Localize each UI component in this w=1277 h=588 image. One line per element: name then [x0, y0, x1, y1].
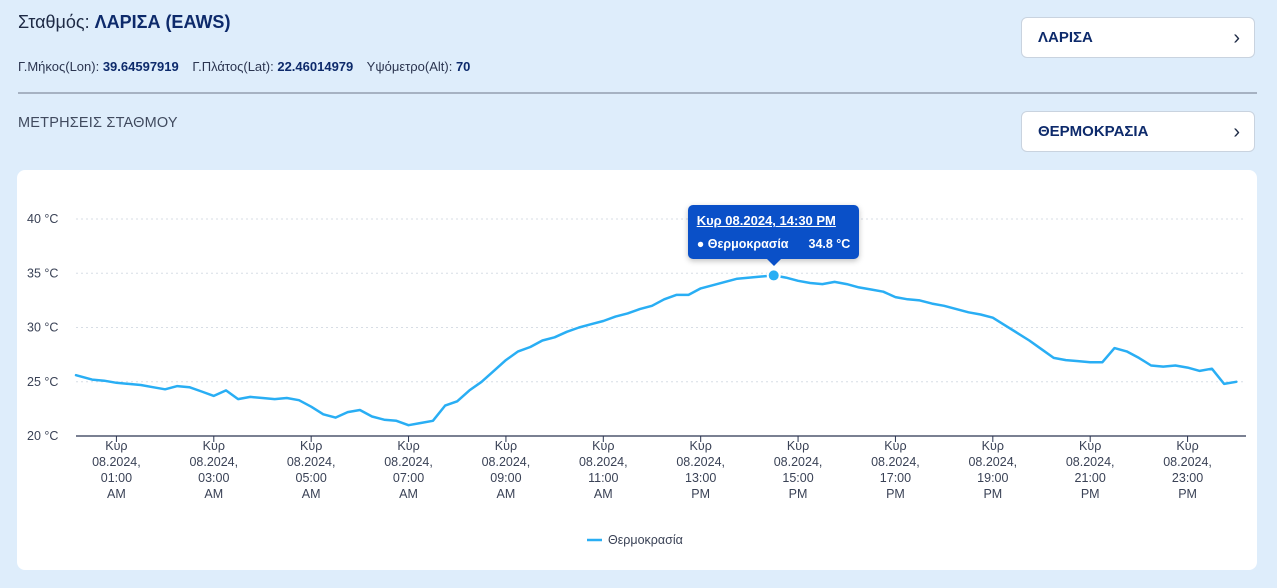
temperature-chart-card: 20 °C 25 °C 30 °C 35 °C 40 °C Κυρ 08.2024, 01:0… [17, 170, 1257, 570]
station-name: ΛΑΡΙΣΑ (EAWS) [94, 12, 231, 32]
x-tick-label-line: 01:00 [101, 471, 132, 485]
x-tick-label-line: 05:00 [296, 471, 327, 485]
station-label: Σταθμός: [18, 12, 90, 32]
x-tick-label-line: Κυρ [1176, 439, 1198, 453]
temperature-series-line [74, 274, 1238, 427]
station-coordinates: Γ.Μήκος(Lon): 39.64597919 Γ.Πλάτος(Lat):… [18, 59, 470, 74]
x-tick-label-line: PM [1178, 487, 1197, 501]
x-tick-label-line: Κυρ [105, 439, 127, 453]
x-tick-label-line: 23:00 [1172, 471, 1203, 485]
x-tick-label-line: 21:00 [1075, 471, 1106, 485]
x-tick-label-line: AM [594, 487, 613, 501]
tooltip-value: 34.8 °C [808, 237, 851, 252]
lat-label: Γ.Πλάτος(Lat): [192, 59, 274, 74]
x-tick-label-line: Κυρ [1079, 439, 1101, 453]
y-tick-label: 30 °C [27, 321, 58, 335]
x-tick-label-line: PM [1081, 487, 1100, 501]
x-tick-label: Κυρ 08.2024, 05:00 AM [287, 439, 336, 501]
x-tick-label-line: AM [107, 487, 126, 501]
chart-tooltip: Κυρ 08.2024, 14:30 PM ● Θερμοκρασία 34.8… [687, 205, 860, 267]
x-tick-label-line: Κυρ [397, 439, 419, 453]
x-tick-label: Κυρ 08.2024, 11:00 AM [579, 439, 628, 501]
x-tick-label: Κυρ 08.2024, 23:00 PM [1163, 439, 1212, 501]
x-tick-label-line: Κυρ [690, 439, 712, 453]
x-tick-label-line: 08.2024, [968, 455, 1017, 469]
x-tick-label-line: 13:00 [685, 471, 716, 485]
station-select-value: ΛΑΡΙΣΑ [1038, 29, 1093, 46]
x-tick-label-line: PM [886, 487, 905, 501]
temperature-chart[interactable]: 20 °C 25 °C 30 °C 35 °C 40 °C Κυρ 08.2024, 01:0… [17, 170, 1257, 570]
highlighted-point [766, 268, 781, 283]
x-tick-label: Κυρ 08.2024, 01:00 AM [92, 439, 141, 501]
x-tick-label-line: 08.2024, [1066, 455, 1115, 469]
x-tick-label-line: 08.2024, [189, 455, 238, 469]
tooltip-series-name: ● Θερμοκρασία [696, 237, 789, 252]
x-tick-label-line: 17:00 [880, 471, 911, 485]
lat-value: 22.46014979 [277, 59, 354, 74]
x-tick-label-line: Κυρ [982, 439, 1004, 453]
x-tick-label-line: Κυρ [300, 439, 322, 453]
x-tick-label: Κυρ 08.2024, 13:00 PM [676, 439, 725, 501]
x-tick-label: Κυρ 08.2024, 17:00 PM [871, 439, 920, 501]
x-tick-label-line: 08.2024, [92, 455, 141, 469]
x-tick-label-line: 11:00 [588, 471, 618, 485]
x-tick-label-line: 07:00 [393, 471, 424, 485]
y-tick-label: 40 °C [27, 212, 58, 226]
x-tick-label-line: 08.2024, [871, 455, 920, 469]
measurement-select-value: ΘΕΡΜΟΚΡΑΣΙΑ [1038, 123, 1149, 140]
x-tick-label-line: 08.2024, [482, 455, 531, 469]
x-tick-label: Κυρ 08.2024, 19:00 PM [968, 439, 1017, 501]
section-title: ΜΕΤΡΗΣΕΙΣ ΣΤΑΘΜΟΥ [18, 115, 178, 131]
x-tick-label: Κυρ 08.2024, 09:00 AM [482, 439, 531, 501]
measurement-select[interactable]: ΘΕΡΜΟΚΡΑΣΙΑ › [1021, 111, 1255, 152]
x-tick-label-line: PM [983, 487, 1002, 501]
x-tick-label-line: Κυρ [495, 439, 517, 453]
y-tick-label: 25 °C [27, 375, 58, 389]
x-tick-label-line: AM [302, 487, 321, 501]
station-select[interactable]: ΛΑΡΙΣΑ › [1021, 17, 1255, 58]
x-tick-label-line: Κυρ [884, 439, 906, 453]
x-tick-label-line: Κυρ [203, 439, 225, 453]
tooltip-title: Κυρ 08.2024, 14:30 PM [696, 213, 836, 229]
x-tick-label-line: 03:00 [198, 471, 229, 485]
alt-value: 70 [455, 59, 471, 74]
x-tick-label-line: AM [497, 487, 516, 501]
lon-label: Γ.Μήκος(Lon): [18, 59, 100, 74]
x-tick-label-line: 15:00 [782, 471, 813, 485]
chevron-right-icon: › [1233, 120, 1240, 143]
x-tick-label-line: PM [691, 487, 710, 501]
lon-value: 39.64597919 [102, 59, 179, 74]
x-tick-label-line: AM [204, 487, 223, 501]
x-tick-label-line: Κυρ [787, 439, 809, 453]
x-tick-label-line: 08.2024, [579, 455, 628, 469]
y-tick-label: 35 °C [27, 266, 58, 280]
x-tick-label: Κυρ 08.2024, 21:00 PM [1066, 439, 1115, 501]
station-title: Σταθμός: ΛΑΡΙΣΑ (EAWS) [18, 12, 230, 33]
x-tick-label: Κυρ 08.2024, 03:00 AM [189, 439, 238, 501]
x-tick-label: Κυρ 08.2024, 07:00 AM [384, 439, 433, 501]
x-tick-label-line: AM [399, 487, 418, 501]
header-divider [18, 92, 1257, 94]
chevron-right-icon: › [1233, 26, 1240, 49]
x-tick-label-line: PM [789, 487, 808, 501]
x-tick-label-line: 08.2024, [287, 455, 336, 469]
x-tick-label: Κυρ 08.2024, 15:00 PM [774, 439, 823, 501]
x-tick-label-line: 08.2024, [676, 455, 725, 469]
x-tick-label-line: Κυρ [592, 439, 614, 453]
x-tick-label-line: 09:00 [490, 471, 521, 485]
legend-label: Θερμοκρασία [608, 533, 683, 547]
x-tick-label-line: 08.2024, [774, 455, 823, 469]
y-tick-label: 20 °C [27, 429, 58, 443]
alt-label: Υψόμετρο(Alt): [366, 59, 453, 74]
x-tick-label-line: 08.2024, [384, 455, 433, 469]
x-tick-label-line: 08.2024, [1163, 455, 1212, 469]
x-tick-label-line: 19:00 [977, 471, 1008, 485]
